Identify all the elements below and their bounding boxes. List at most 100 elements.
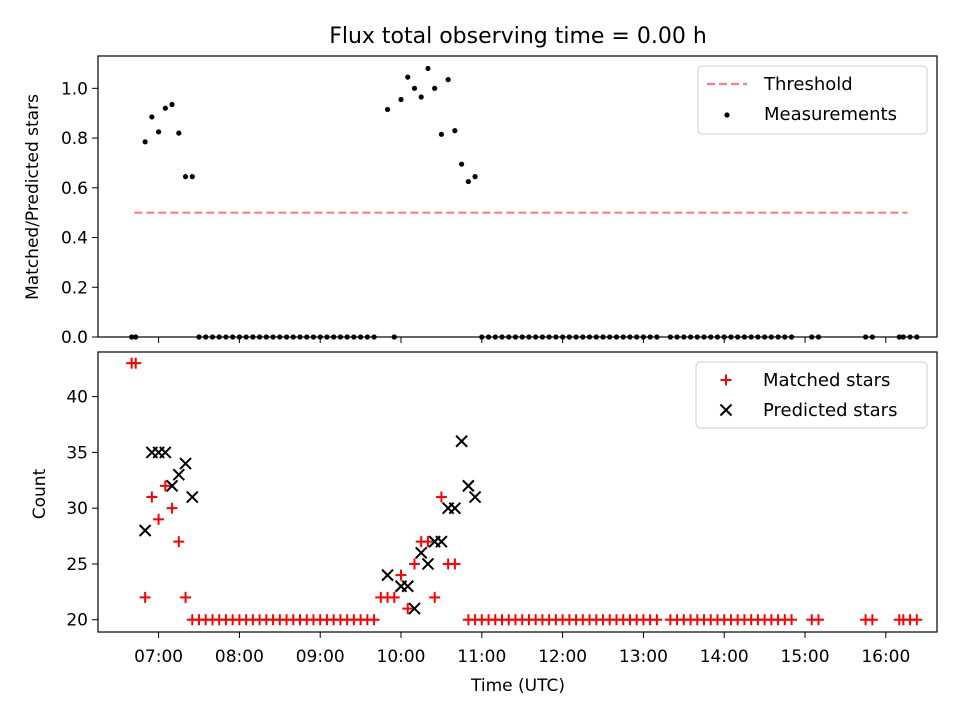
measurement-point — [162, 105, 168, 111]
measurement-point — [176, 130, 182, 136]
ratio-y-tick-label: 0.4 — [61, 229, 88, 249]
count-x-tick-label: 09:00 — [296, 647, 345, 667]
measurement-point — [418, 94, 424, 100]
count-legend: Matched stars Predicted stars — [695, 361, 928, 429]
count-x-tick-label: 15:00 — [781, 647, 830, 667]
measurement-point — [182, 174, 189, 180]
predicted-star-point — [448, 501, 462, 515]
matched-star-point — [146, 491, 158, 503]
measurement-point — [189, 174, 195, 180]
matched-star-point — [368, 614, 380, 626]
count-x-tick-label: 08:00 — [215, 647, 264, 667]
matched-star-point — [153, 513, 165, 525]
ratio-legend-box — [697, 65, 928, 135]
count-y-tick-label: 20 — [66, 611, 88, 631]
predicted-star-point — [172, 468, 186, 481]
count-y-tick-label: 35 — [66, 443, 88, 463]
measurement-point — [169, 101, 175, 108]
measurement-point — [142, 139, 148, 145]
ratio-y-tick-label: 1.0 — [61, 79, 88, 99]
count-x-tick-label: 12:00 — [538, 647, 587, 667]
matched-star-point — [422, 536, 434, 548]
matched-star-point — [449, 558, 461, 570]
ratio-y-ticks: 0.0 0.2 0.4 0.6 0.8 1.0 — [61, 79, 98, 348]
measurement-point — [452, 128, 458, 134]
ratio-y-axis-label: Matched/Predicted stars — [23, 94, 43, 300]
count-y-tick-label: 25 — [66, 555, 88, 575]
matched-star-point — [866, 614, 878, 626]
legend-measurements-label: Measurements — [764, 104, 897, 125]
count-x-tick-label: 07:00 — [134, 647, 183, 667]
ratio-legend: Threshold Measurements — [697, 65, 928, 135]
legend-matched-swatch — [720, 374, 732, 386]
count-x-tick-label: 16:00 — [861, 647, 910, 667]
measurement-point — [156, 129, 162, 135]
measurement-point — [459, 161, 465, 167]
matched-star-point — [166, 502, 178, 514]
matched-star-point — [408, 558, 420, 570]
predicted-star-point — [421, 557, 435, 571]
count-x-tick-label: 11:00 — [457, 647, 506, 667]
count-x-tick-label: 14:00 — [700, 647, 749, 667]
count-x-tick-label: 10:00 — [377, 647, 426, 667]
ratio-y-tick-label: 0.2 — [61, 278, 88, 298]
predicted-star-point — [401, 580, 414, 593]
matched-star-point — [786, 614, 798, 626]
count-plot-area — [126, 357, 923, 626]
legend-threshold-label: Threshold — [763, 74, 853, 95]
matched-star-point — [402, 603, 414, 615]
count-legend-box — [695, 361, 928, 429]
count-x-axis-label: Time (UTC) — [470, 676, 565, 696]
legend-matched-label: Matched stars — [763, 370, 890, 391]
matched-star-point — [130, 357, 142, 369]
predicted-star-point — [165, 479, 179, 493]
matched-star-point — [812, 614, 824, 626]
matched-star-point — [159, 480, 171, 492]
count-axes-frame — [97, 351, 938, 633]
count-panel: 20 25 30 35 40 07:00 08:00 09:00 10:00 11:00 12:0… — [30, 351, 938, 696]
ratio-y-tick-label: 0.6 — [61, 179, 88, 199]
measurement-point — [398, 96, 404, 103]
predicted-star-point — [415, 546, 428, 560]
predicted-star-point — [462, 479, 475, 493]
matched-star-point — [388, 591, 400, 603]
matched-star-point — [395, 569, 407, 581]
measurement-point — [149, 114, 155, 120]
measurement-point — [405, 74, 411, 80]
measurement-point — [411, 85, 418, 91]
matched-star-point — [651, 614, 663, 626]
count-y-tick-label: 30 — [66, 499, 88, 519]
count-y-tick-label: 40 — [66, 388, 88, 408]
matched-star-point — [435, 491, 447, 503]
ratio-axes-frame — [97, 55, 938, 338]
measurement-point — [432, 85, 438, 91]
legend-matched-marker — [720, 374, 732, 386]
predicted-star-point — [408, 602, 421, 615]
measurement-point — [438, 131, 445, 137]
figure-title: Flux total observing time = 0.00 h — [329, 24, 707, 49]
predicted-star-point — [159, 446, 172, 459]
ratio-y-tick-label: 0.0 — [61, 328, 88, 348]
ratio-panel: 0.0 0.2 0.4 0.6 0.8 1.0 Matched/Predicted sta… — [23, 55, 938, 348]
count-y-axis-label: Count — [30, 468, 50, 519]
legend-predicted-swatch — [719, 403, 733, 417]
predicted-star-point — [179, 457, 192, 470]
predicted-star-point — [455, 435, 468, 448]
matched-star-point — [429, 591, 441, 603]
measurement-point — [472, 174, 478, 180]
predicted-star-point — [468, 490, 482, 504]
matched-star-point — [180, 591, 192, 603]
measurement-point — [425, 65, 431, 72]
predicted-star-point — [435, 535, 448, 548]
matched-star-point — [173, 536, 185, 548]
legend-predicted-marker — [719, 403, 733, 417]
legend-predicted-label: Predicted stars — [763, 400, 897, 421]
matched-star-point — [139, 591, 151, 603]
predicted-star-point — [381, 568, 394, 582]
legend-measurements-swatch — [724, 112, 730, 118]
measurement-point — [465, 178, 471, 185]
measurement-point — [384, 106, 391, 113]
predicted-star-point — [186, 490, 199, 504]
count-y-ticks: 20 25 30 35 40 — [66, 388, 98, 631]
matched-star-point — [911, 614, 923, 626]
